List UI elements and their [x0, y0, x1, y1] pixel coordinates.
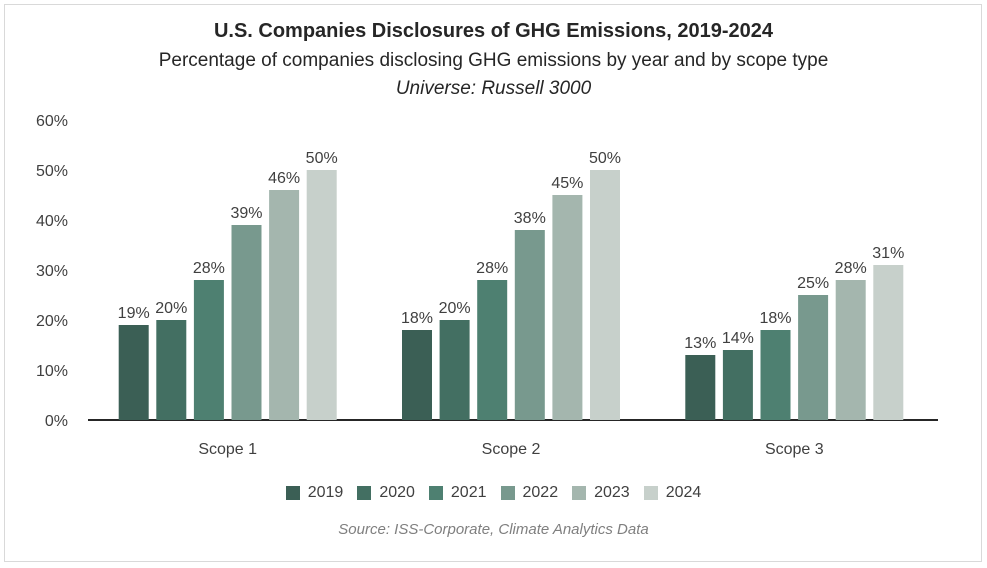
legend-item-2021: 2021: [428, 484, 487, 502]
data-label: 45%: [551, 175, 583, 192]
data-label: 38%: [514, 210, 546, 227]
legend-label: 2021: [450, 484, 487, 501]
data-label: 39%: [230, 205, 262, 222]
chart-universe: Universe: Russell 3000: [395, 78, 592, 99]
bar-2019: [118, 325, 149, 420]
data-label: 46%: [268, 170, 300, 187]
legend-label: 2022: [522, 484, 559, 501]
chart-legend: 2019 2020 2021 2022 2023 2024: [0, 484, 987, 502]
data-label: 20%: [439, 300, 471, 317]
bar-2023: [552, 195, 583, 420]
bar-2020: [722, 350, 753, 420]
data-label: 31%: [872, 245, 904, 262]
bar-2020: [156, 320, 187, 420]
legend-label: 2023: [594, 484, 630, 501]
legend-swatch: [285, 486, 300, 500]
y-tick-label: 30%: [36, 263, 68, 280]
legend-item-2023: 2023: [572, 484, 630, 502]
bar-2019: [402, 330, 432, 420]
bar-2021: [760, 330, 791, 420]
legend-item-2024: 2024: [643, 484, 702, 502]
legend-label: 2019: [307, 484, 344, 501]
data-label: 18%: [401, 310, 433, 327]
bar-2023: [269, 190, 300, 420]
data-label: 50%: [589, 150, 621, 167]
data-label: 28%: [476, 260, 508, 277]
data-label: 50%: [306, 150, 338, 167]
x-category-label: Scope 1: [198, 441, 257, 458]
legend-swatch: [500, 486, 515, 500]
data-label: 13%: [684, 335, 716, 352]
legend-item-2019: 2019: [285, 484, 344, 502]
y-tick-label: 10%: [36, 363, 68, 380]
data-label: 28%: [835, 260, 867, 277]
data-label: 18%: [759, 310, 791, 327]
y-tick-label: 0%: [45, 413, 68, 430]
y-tick-label: 20%: [36, 313, 68, 330]
bar-2024: [873, 265, 904, 420]
bar-2022: [514, 230, 545, 420]
bar-2021: [193, 280, 224, 420]
data-label: 19%: [118, 305, 150, 322]
chart-subtitle: Percentage of companies disclosing GHG e…: [158, 50, 829, 71]
chart-title: U.S. Companies Disclosures of GHG Emissi…: [213, 20, 774, 42]
bar-2023: [835, 280, 866, 420]
y-tick-label: 40%: [36, 213, 68, 230]
bar-2022: [231, 225, 262, 420]
bar-2024: [590, 170, 620, 420]
legend-swatch: [428, 486, 443, 500]
legend-item-2020: 2020: [357, 484, 415, 502]
legend-swatch: [572, 486, 587, 500]
x-category-label: Scope 3: [765, 441, 824, 458]
bar-2024: [306, 170, 337, 420]
bar-2020: [439, 320, 470, 420]
bar-2022: [798, 295, 829, 420]
data-label: 25%: [797, 275, 829, 292]
y-tick-label: 50%: [36, 163, 68, 180]
data-label: 28%: [193, 260, 225, 277]
data-label: 20%: [155, 300, 187, 317]
data-label: 14%: [722, 330, 754, 347]
legend-swatch: [357, 486, 372, 500]
y-tick-label: 60%: [36, 113, 68, 130]
chart-source: Source: ISS-Corporate, Climate Analytics…: [338, 521, 649, 538]
legend-swatch: [643, 486, 658, 500]
legend-item-2022: 2022: [500, 484, 559, 502]
legend-label: 2024: [665, 484, 702, 501]
x-category-label: Scope 2: [482, 441, 541, 458]
bar-2021: [477, 280, 508, 420]
bar-2019: [685, 355, 716, 420]
legend-label: 2020: [379, 484, 415, 501]
